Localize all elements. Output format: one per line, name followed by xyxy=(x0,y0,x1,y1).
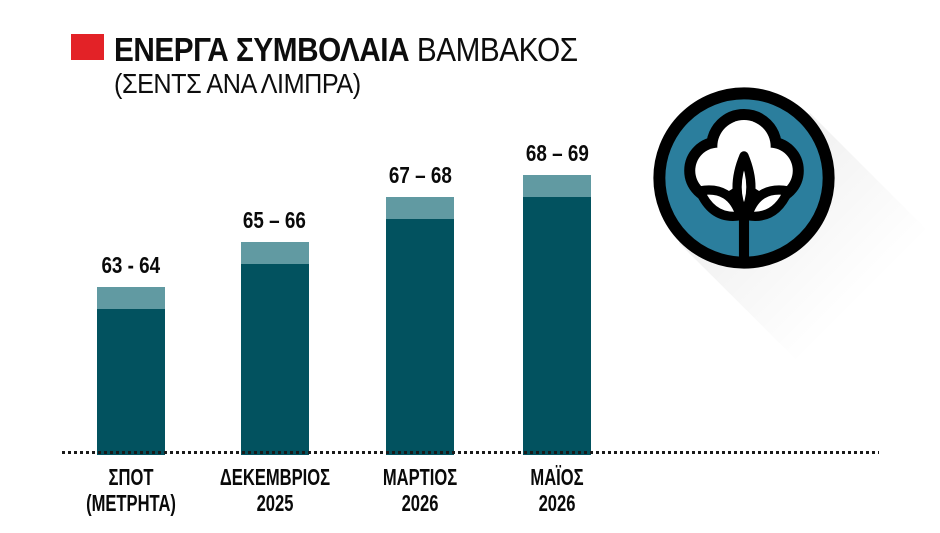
bar-range-cap xyxy=(240,242,309,264)
bar-range-cap xyxy=(386,197,454,219)
chart-title: ΕΝΕΡΓΑ ΣΥΜΒΟΛΑΙΑ ΒΑΜΒΑΚΟΣ xyxy=(114,31,578,69)
cotton-boll-icon xyxy=(653,87,835,269)
chart-subtitle-units: (ΣΕΝΤΣ ΑΝΑ ΛΙΜΠΡΑ) xyxy=(114,68,361,99)
x-axis-category-label: ΜΑΡΤΙΟΣ 2026 xyxy=(382,464,458,516)
bar-column xyxy=(97,287,165,455)
bar-range-cap xyxy=(97,287,165,309)
bar-value-label: 65 – 66 xyxy=(243,207,306,233)
bar-body xyxy=(386,219,454,455)
bar-body xyxy=(97,309,165,455)
bar-column xyxy=(240,242,309,455)
chart-title-strong: ΕΝΕΡΓΑ ΣΥΜΒΟΛΑΙΑ xyxy=(114,31,410,68)
bar-body xyxy=(240,264,309,455)
bar-value-label: 68 – 69 xyxy=(525,140,589,166)
bar-range-cap xyxy=(523,175,591,197)
cotton-icon-zone xyxy=(600,60,940,460)
cotton-boll-fill xyxy=(695,120,793,194)
x-axis-category-label: ΔΕΚΕΜΒΡΙΟΣ 2025 xyxy=(219,464,330,516)
chart-title-light: ΒΑΜΒΑΚΟΣ xyxy=(416,31,578,68)
bar-column xyxy=(523,175,591,455)
bar-body xyxy=(523,197,591,455)
bar-value-label: 63 - 64 xyxy=(101,252,161,278)
x-axis-category-label: ΜΑΪΟΣ 2026 xyxy=(530,464,584,516)
bar-value-label: 67 – 68 xyxy=(388,162,452,188)
red-bullet-square xyxy=(71,34,104,60)
bar-column xyxy=(386,197,454,455)
x-axis-category-label: ΣΠΟΤ (ΜΕΤΡΗΤΑ) xyxy=(86,464,176,516)
leaves xyxy=(695,151,793,221)
x-axis-baseline xyxy=(62,451,879,454)
